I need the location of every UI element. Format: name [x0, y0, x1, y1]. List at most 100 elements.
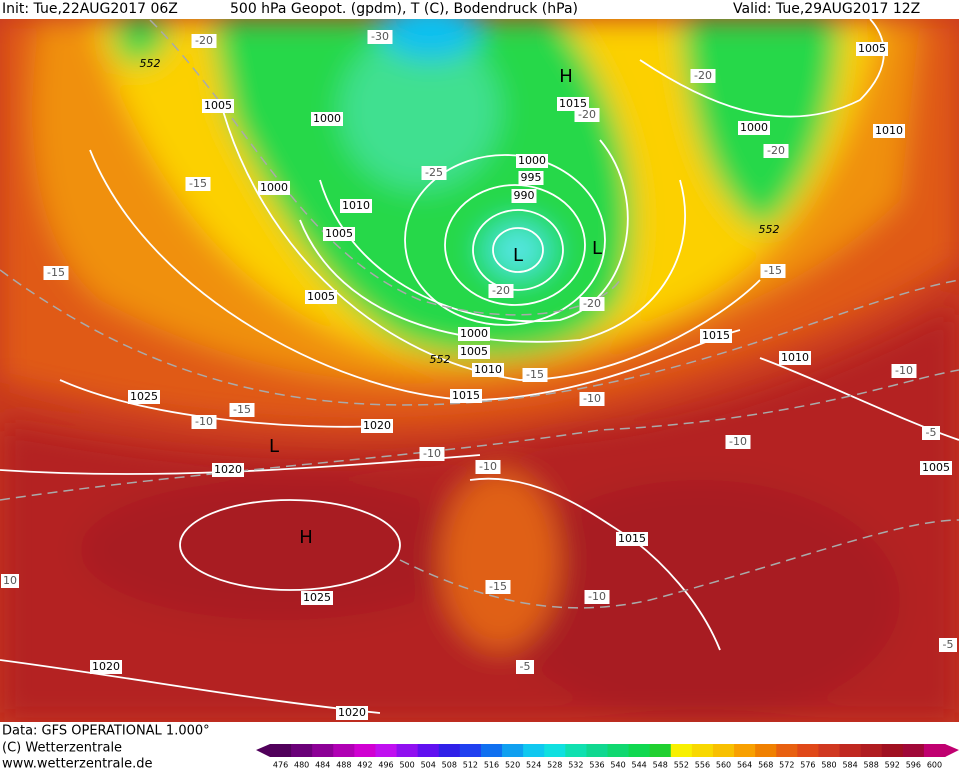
isobar-label: 1015 — [618, 532, 646, 545]
isobar-label: 1000 — [313, 112, 341, 125]
isobar-label: 1005 — [307, 290, 335, 303]
colorbar-label: 492 — [357, 761, 372, 770]
temperature-label: -10 — [588, 590, 606, 603]
temperature-label: -20 — [767, 144, 785, 157]
label-box — [361, 419, 393, 433]
label-box — [700, 329, 732, 343]
colorbar-label: 508 — [442, 761, 457, 770]
valid-time: Valid: Tue,29AUG2017 12Z — [733, 1, 920, 17]
label-box — [185, 177, 211, 191]
colorbar-swatch — [480, 744, 503, 757]
label-box — [90, 660, 122, 674]
colorbar-label: 564 — [737, 761, 752, 770]
pressure-center: H — [299, 527, 313, 548]
colorbar-swatch — [818, 744, 841, 757]
isobar-label: 1005 — [858, 42, 886, 55]
pressure-center: H — [559, 66, 573, 87]
colorbar-label: 572 — [779, 761, 794, 770]
label-box — [367, 30, 393, 44]
temperature-label: -15 — [526, 368, 544, 381]
temperature-label: -10 — [479, 460, 497, 473]
colorbar-label: 548 — [653, 761, 668, 770]
colorbar-label: 504 — [421, 761, 436, 770]
label-box — [920, 461, 952, 475]
label-box — [922, 426, 940, 440]
label-box — [485, 580, 511, 594]
colorbar-swatch — [270, 744, 292, 757]
colorbar-label: 532 — [568, 761, 583, 770]
label-box — [323, 227, 355, 241]
label-box — [779, 351, 811, 365]
label-box — [488, 284, 514, 298]
label-box — [311, 112, 343, 126]
isobar-label: 1005 — [460, 345, 488, 358]
isobar-label: 1020 — [338, 706, 366, 719]
isobar-label: 1005 — [325, 227, 353, 240]
label-box — [202, 99, 234, 113]
label-box — [450, 389, 482, 403]
colorbar-swatch — [396, 744, 419, 757]
colorbar-swatch — [881, 744, 904, 757]
colorbar-label: 484 — [315, 761, 330, 770]
label-box — [763, 144, 789, 158]
label-box — [516, 154, 548, 168]
isobar-label: 1010 — [342, 199, 370, 212]
geopotential-label: 552 — [430, 353, 451, 366]
colorbar-swatch — [354, 744, 376, 757]
temperature-label: -5 — [520, 660, 531, 673]
temperature-label: -15 — [233, 403, 251, 416]
isobar-label: 1000 — [518, 154, 546, 167]
label-box — [574, 108, 600, 122]
colorbar-label: 524 — [526, 761, 541, 770]
pressure-center: L — [592, 238, 602, 259]
isobar-label: 1010 — [781, 351, 809, 364]
label-box — [191, 34, 217, 48]
label-box — [579, 297, 605, 311]
label-box — [760, 264, 786, 278]
colorbar-label: 496 — [378, 761, 393, 770]
colorbar-swatch — [755, 744, 777, 757]
label-box — [229, 403, 255, 417]
colorbar-swatch — [776, 744, 798, 757]
isobar-label: 1020 — [363, 419, 391, 432]
label-box — [301, 591, 333, 605]
geopotential-label: 552 — [759, 223, 780, 236]
temperature-label: -10 — [195, 415, 213, 428]
isobar-label: 1005 — [204, 99, 232, 112]
label-box — [616, 532, 648, 546]
isobar-label: 1000 — [740, 121, 768, 134]
label-box — [340, 199, 372, 213]
colorbar-label: 536 — [589, 761, 604, 770]
label-box — [336, 706, 368, 720]
colorbar-swatch — [734, 744, 756, 757]
colorbar-label: 540 — [610, 761, 625, 770]
pressure-center: L — [513, 245, 523, 266]
colorbar-label: 552 — [674, 761, 689, 770]
colorbar-swatch — [375, 744, 398, 757]
colorbar-swatch — [670, 744, 693, 757]
init-time: Init: Tue,22AUG2017 06Z — [2, 1, 178, 17]
colorbar-swatch — [860, 744, 883, 757]
isobar-label: 1015 — [702, 329, 730, 342]
colorbar-label: 584 — [842, 761, 857, 770]
label-box — [1, 574, 19, 588]
isobar-label: 1025 — [303, 591, 331, 604]
label-box — [522, 368, 548, 382]
isobar-label: 1015 — [559, 97, 587, 110]
colorbar-label: 480 — [294, 761, 309, 770]
geopotential-label: 552 — [140, 57, 161, 70]
label-box — [891, 364, 917, 378]
temperature-label: -20 — [694, 69, 712, 82]
colorbar-label: 528 — [547, 761, 562, 770]
map-labels: 1005 1000 1000 1010 1005 1005 1000 995 990 1015 10… — [1, 30, 957, 720]
label-box — [516, 660, 534, 674]
colorbar-swatch — [459, 744, 482, 757]
temperature-label: -20 — [492, 284, 510, 297]
isobar-label: 1005 — [922, 461, 950, 474]
isobar-label: 1000 — [260, 181, 288, 194]
colorbar: 476 480 484 488 492 496 500 504 508 512 516 520 524 5… — [256, 744, 959, 770]
label-box — [557, 97, 589, 111]
colorbar-swatch — [902, 744, 925, 757]
colorbar-label: 568 — [758, 761, 773, 770]
